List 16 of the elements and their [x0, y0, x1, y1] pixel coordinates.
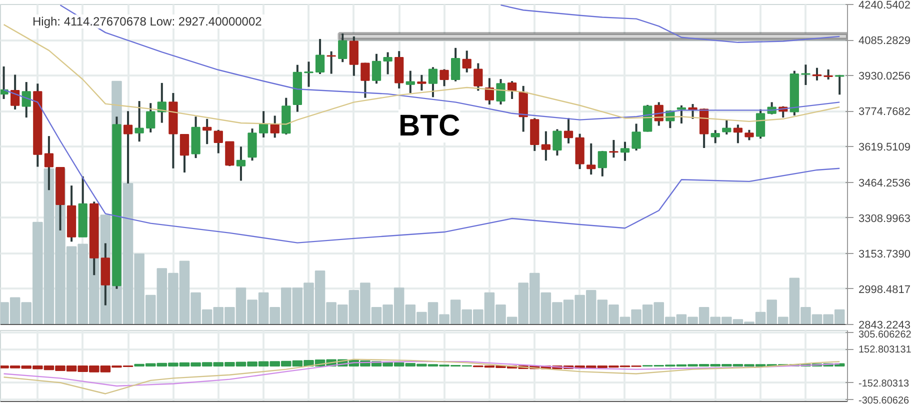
y-tick-label: 3619.5109: [858, 142, 910, 154]
y-tick-label: 4085.2829: [858, 35, 910, 48]
annotation: BTC: [398, 110, 460, 142]
y-tick-label: 152.803131: [858, 344, 912, 356]
y-tick-label: -305.60626: [858, 395, 910, 406]
y-tick-label: 3153.7390: [858, 248, 910, 260]
y-tick-label: 305.606262: [858, 330, 912, 340]
annotation: High: 4114.27670678 Low: 2927.40000002: [32, 14, 262, 28]
y-tick-label: 2998.4817: [858, 284, 910, 296]
y-tick-label: 3930.0256: [858, 70, 910, 83]
y-tick-label: -152.80313: [858, 378, 910, 390]
y-tick-label: 3308.9963: [858, 212, 910, 225]
y-tick-label: 3774.7682: [858, 106, 910, 118]
y-tick-label: 4240.5402: [858, 0, 910, 12]
y-tick-label: 3464.2536: [858, 177, 910, 190]
y-tick-label: 2843.2243: [858, 320, 910, 332]
